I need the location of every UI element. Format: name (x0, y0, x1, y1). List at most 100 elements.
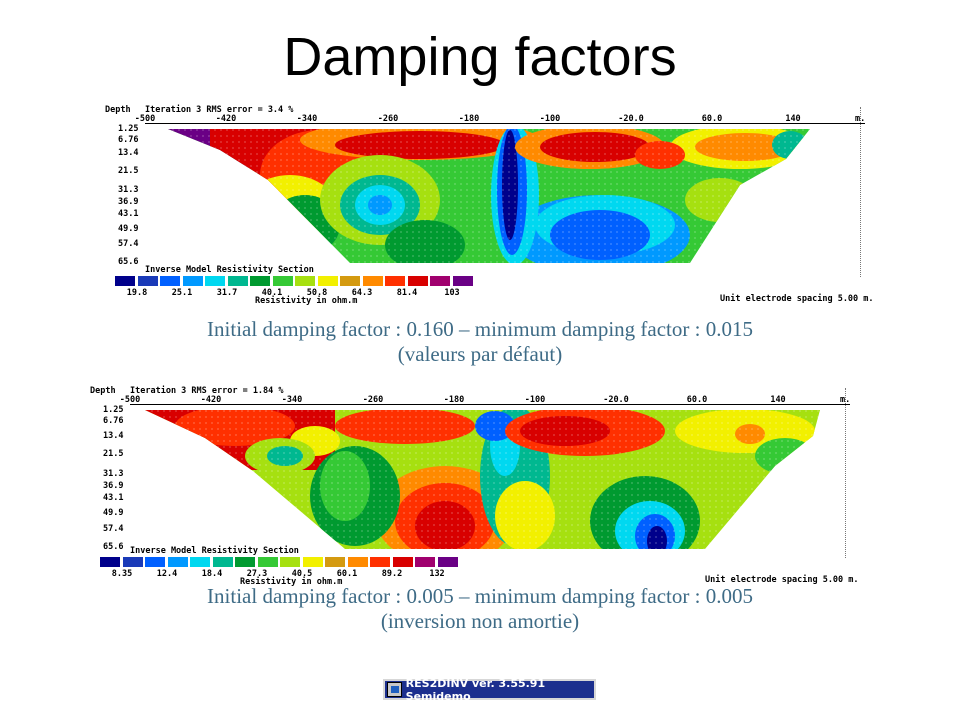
legend-title: Inverse Model Resistivity Section (130, 546, 299, 556)
resistivity-section-1: Depth Iteration 3 RMS error = 3.4 % -500… (100, 105, 900, 306)
color-swatch (280, 557, 300, 567)
x-tick: -180 (458, 114, 480, 124)
color-swatch (415, 557, 435, 567)
legend-value: 27.3 (246, 569, 268, 579)
legend-value: 40.5 (291, 569, 313, 579)
color-swatch (385, 276, 405, 286)
depth-tick: 13.4 (103, 431, 124, 441)
color-swatch (347, 557, 368, 567)
legend-value: 103 (444, 288, 460, 298)
depth-tick: 65.6 (103, 542, 124, 552)
legend-value: 25.1 (171, 288, 193, 298)
slide-title: Damping factors (283, 27, 677, 87)
color-swatch (392, 557, 413, 567)
x-tick: -420 (215, 114, 237, 124)
depth-tick: 31.3 (103, 469, 124, 479)
color-scale (115, 276, 475, 286)
color-swatch (370, 557, 390, 567)
taskbar-button-label: RES2DINV ver. 3.55.91 Semidemo (405, 676, 546, 703)
legend-value: 12.4 (156, 569, 178, 579)
x-tick: -260 (362, 395, 384, 405)
depth-tick: 49.9 (118, 224, 139, 234)
depth-tick: 1.25 (103, 405, 124, 415)
color-swatch (190, 557, 210, 567)
color-swatch (145, 557, 165, 567)
x-tick: -260 (377, 114, 399, 124)
x-tick: -340 (296, 114, 318, 124)
color-swatch (407, 276, 428, 286)
color-swatch (430, 276, 450, 286)
depth-tick: 57.4 (118, 239, 139, 249)
x-tick: 60.0 (701, 114, 723, 124)
color-swatch (100, 557, 120, 567)
depth-label: Depth (90, 386, 116, 396)
color-swatch (362, 276, 383, 286)
x-tick: -500 (134, 114, 156, 124)
depth-tick: 13.4 (118, 148, 139, 158)
legend-value: 31.7 (216, 288, 238, 298)
x-tick: 140 (770, 395, 786, 405)
depth-tick: 43.1 (118, 209, 139, 219)
color-swatch (257, 557, 278, 567)
color-swatch (302, 557, 323, 567)
legend-value: 64.3 (351, 288, 373, 298)
x-tick: -100 (539, 114, 561, 124)
color-swatch (295, 276, 315, 286)
legend-value: 89.2 (381, 569, 403, 579)
legend-value: 132 (429, 569, 445, 579)
x-tick: -340 (281, 395, 303, 405)
color-swatch (182, 276, 203, 286)
color-scale (100, 557, 460, 567)
iteration-rms-text: Iteration 3 RMS error = 1.84 % (130, 386, 284, 396)
x-tick: -100 (524, 395, 546, 405)
depth-tick: 36.9 (118, 197, 139, 207)
iteration-rms-text: Iteration 3 RMS error = 3.4 % (145, 105, 294, 115)
color-swatch (115, 276, 135, 286)
depth-label: Depth (105, 105, 131, 115)
x-tick: -420 (200, 395, 222, 405)
caption-2: Initial damping factor : 0.005 – minimum… (0, 584, 960, 634)
x-tick: -20.0 (618, 114, 644, 124)
caption-line: (valeurs par défaut) (397, 342, 563, 367)
x-tick: 60.0 (686, 395, 708, 405)
depth-tick: 31.3 (118, 185, 139, 195)
color-swatch (122, 557, 143, 567)
color-swatch (325, 557, 345, 567)
color-swatch (235, 557, 255, 567)
caption-line: (inversion non amortie) (380, 609, 580, 634)
color-swatch (137, 276, 158, 286)
color-swatch (272, 276, 293, 286)
depth-tick: 21.5 (103, 449, 124, 459)
resistivity-contour-image (145, 410, 820, 549)
depth-tick: 43.1 (103, 493, 124, 503)
legend-value: 81.4 (396, 288, 418, 298)
depth-tick: 57.4 (103, 524, 124, 534)
right-border-line (845, 388, 846, 558)
color-swatch (212, 557, 233, 567)
color-swatch (317, 276, 338, 286)
res2dinv-app-icon (387, 682, 402, 697)
depth-tick: 6.76 (118, 135, 139, 145)
legend-value: 40.1 (261, 288, 283, 298)
legend-value: 60.1 (336, 569, 358, 579)
x-tick: -20.0 (603, 395, 629, 405)
color-swatch (160, 276, 180, 286)
color-swatch (452, 276, 473, 286)
resistivity-contour-image (168, 129, 810, 263)
caption-line: Initial damping factor : 0.160 – minimum… (207, 317, 753, 341)
legend-unit: Resistivity in ohm.m (255, 296, 358, 306)
legend-unit: Resistivity in ohm.m (240, 577, 343, 587)
x-tick: 140 (785, 114, 801, 124)
legend-value: 18.4 (201, 569, 223, 579)
caption-1: Initial damping factor : 0.160 – minimum… (0, 317, 960, 367)
depth-tick: 36.9 (103, 481, 124, 491)
color-swatch (205, 276, 225, 286)
resistivity-section-2: Depth Iteration 3 RMS error = 1.84 % -50… (85, 386, 885, 587)
top-axis-line (145, 123, 865, 124)
electrode-spacing-note: Unit electrode spacing 5.00 m. (705, 575, 859, 585)
right-border-line (860, 107, 861, 277)
legend-value: 8.35 (111, 569, 133, 579)
electrode-spacing-note: Unit electrode spacing 5.00 m. (720, 294, 874, 304)
color-swatch (167, 557, 188, 567)
res2dinv-taskbar-button[interactable]: RES2DINV ver. 3.55.91 Semidemo (383, 676, 596, 703)
